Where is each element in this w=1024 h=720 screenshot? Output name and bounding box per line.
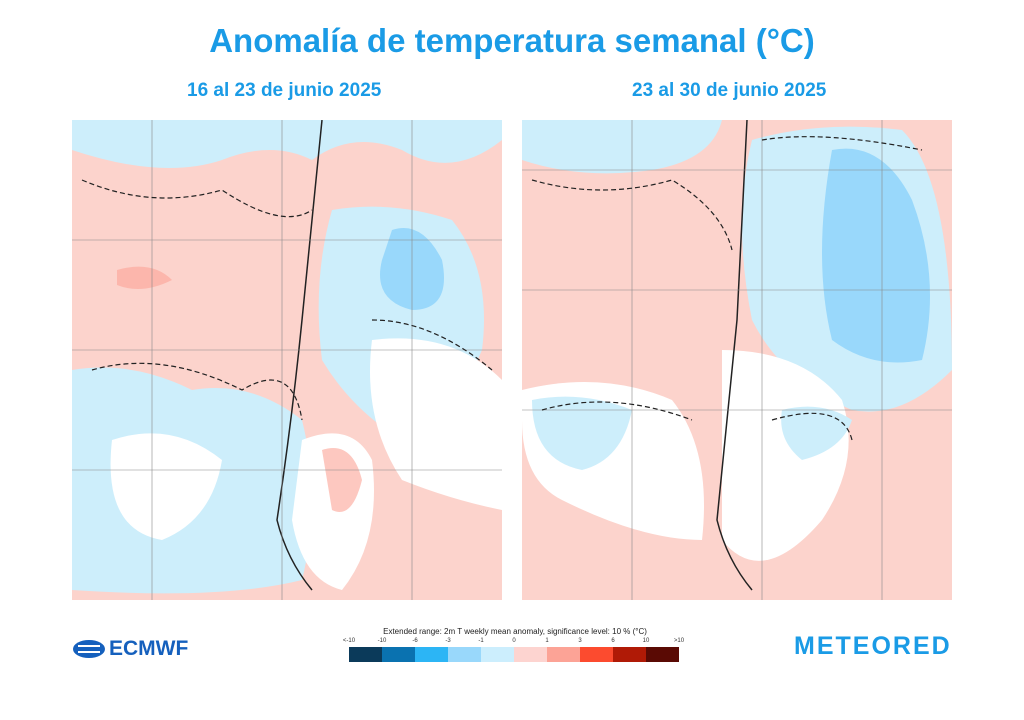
legend-tick: -3 [445, 638, 451, 644]
legend-tick: -10 [377, 638, 387, 644]
ecmwf-logo: ECMWF [72, 637, 188, 661]
map-subtitle-week-1: 16 al 23 de junio 2025 [187, 80, 382, 101]
legend-tick: 6 [611, 638, 615, 644]
legend-tick: 1 [545, 638, 549, 644]
legend-swatch [415, 647, 448, 662]
legend-tick: <-10 [342, 638, 356, 644]
legend-title: Extended range: 2m T weekly mean anomaly… [383, 627, 647, 636]
legend-swatch [646, 647, 679, 662]
legend-ticks: <-10 -10 -6 -3 -1 0 1 3 6 10 >10 [343, 638, 684, 646]
page-title: Anomalía de temperatura semanal (°C) [209, 22, 815, 59]
ecmwf-logo-icon [73, 640, 105, 658]
legend-tick: >10 [673, 638, 685, 644]
map-subtitle-week-2: 23 al 30 de junio 2025 [632, 80, 827, 101]
legend-tick: -1 [478, 638, 484, 644]
anomaly-map-week-1 [72, 120, 502, 600]
legend-tick: 3 [578, 638, 582, 644]
legend-tick: -6 [412, 638, 418, 644]
legend-color-bar [349, 647, 679, 662]
ecmwf-logo-text: ECMWF [109, 637, 189, 660]
legend-swatch [481, 647, 514, 662]
meteored-logo: METEORED [794, 632, 952, 660]
legend-swatch [514, 647, 547, 662]
anomaly-map-week-2 [522, 120, 952, 600]
legend-swatch [547, 647, 580, 662]
legend-swatch [448, 647, 481, 662]
legend-swatch [349, 647, 382, 662]
legend-swatch [613, 647, 646, 662]
legend-tick: 10 [642, 638, 650, 644]
legend-swatch [382, 647, 415, 662]
legend-tick: 0 [512, 638, 516, 644]
legend-swatch [580, 647, 613, 662]
